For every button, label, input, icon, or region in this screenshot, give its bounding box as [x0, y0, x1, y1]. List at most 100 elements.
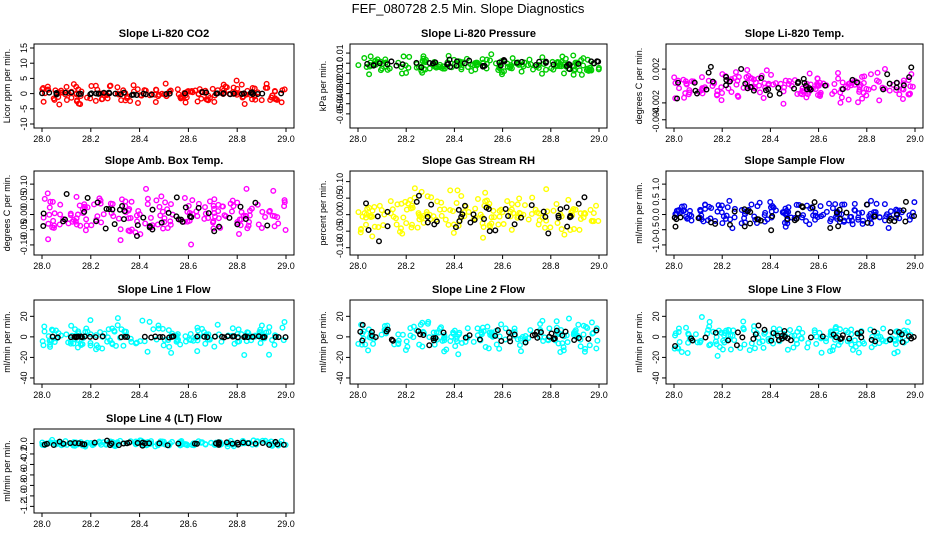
data-point	[235, 441, 242, 448]
data-point	[765, 86, 772, 93]
data-point	[563, 204, 570, 211]
data-point	[155, 322, 162, 329]
data-point	[259, 440, 266, 447]
data-point	[577, 210, 584, 217]
data-point	[255, 333, 262, 340]
x-tick-label: 29.0	[906, 390, 924, 400]
data-point	[570, 330, 577, 337]
data-point	[189, 197, 196, 204]
data-point	[547, 224, 554, 231]
x-tick-label: 28.4	[446, 261, 464, 271]
data-point	[83, 216, 90, 223]
data-point	[403, 206, 410, 213]
data-point	[545, 230, 552, 237]
data-point	[49, 436, 56, 443]
data-point	[557, 206, 564, 213]
data-point	[543, 66, 550, 73]
data-point	[175, 91, 182, 98]
data-point	[793, 201, 800, 208]
data-point	[902, 198, 909, 205]
data-point	[750, 335, 757, 342]
data-point	[415, 328, 422, 335]
data-point	[252, 440, 259, 447]
data-point	[499, 71, 506, 78]
data-point	[593, 345, 600, 352]
data-point	[199, 89, 206, 96]
x-tick-label: 28.6	[180, 134, 198, 144]
data-point	[744, 85, 751, 92]
data-point	[175, 216, 182, 223]
data-point	[404, 343, 411, 350]
data-point	[167, 218, 174, 225]
data-point	[121, 333, 128, 340]
data-point	[407, 332, 414, 339]
data-point	[801, 79, 808, 86]
data-point	[472, 205, 479, 212]
data-point	[476, 336, 483, 343]
data-point	[142, 220, 149, 227]
data-point	[212, 213, 219, 220]
y-tick-label: -0.05	[335, 221, 345, 242]
data-point	[492, 227, 499, 234]
data-point	[899, 339, 906, 346]
data-point	[109, 206, 116, 213]
data-point	[357, 226, 364, 233]
data-point	[87, 331, 94, 338]
y-tick-label: 0.10	[19, 175, 29, 193]
data-point	[511, 331, 518, 338]
data-point	[467, 219, 474, 226]
data-point	[84, 204, 91, 211]
y-tick-label: -0.03	[335, 83, 345, 104]
data-point	[275, 220, 282, 227]
data-point	[834, 70, 841, 77]
data-point	[201, 333, 208, 340]
panel-title: Slope Amb. Box Temp.	[105, 155, 224, 167]
data-point	[194, 337, 201, 344]
data-point	[203, 89, 210, 96]
data-point	[708, 219, 715, 226]
data-point	[856, 86, 863, 93]
data-point	[88, 82, 95, 89]
data-point	[714, 352, 721, 359]
data-point	[750, 76, 757, 83]
data-point	[845, 217, 852, 224]
data-point	[575, 321, 582, 328]
data-point	[245, 440, 252, 447]
data-point	[68, 94, 75, 101]
y-tick-label: 0.00	[335, 206, 345, 224]
data-point	[112, 90, 119, 97]
data-point	[466, 332, 473, 339]
data-point	[40, 223, 47, 230]
data-point	[672, 342, 679, 349]
data-point	[712, 329, 719, 336]
data-point	[228, 208, 235, 215]
data-point	[559, 332, 566, 339]
data-point	[907, 83, 914, 90]
data-point	[74, 344, 81, 351]
data-point	[811, 327, 818, 334]
data-point	[139, 439, 146, 446]
x-tick-label: 28.2	[82, 261, 100, 271]
data-point	[835, 223, 842, 230]
data-point	[355, 62, 362, 69]
data-point	[262, 213, 269, 220]
data-point	[161, 215, 168, 222]
data-point	[160, 225, 167, 232]
data-point	[819, 333, 826, 340]
data-point	[480, 234, 487, 241]
data-point	[204, 334, 211, 341]
data-point	[275, 334, 282, 341]
data-point	[678, 203, 685, 210]
data-point	[146, 318, 153, 325]
x-tick-label: 28.4	[762, 390, 780, 400]
data-point	[564, 223, 571, 230]
data-point	[893, 79, 900, 86]
data-point	[205, 210, 212, 217]
data-point	[731, 75, 738, 82]
data-point	[804, 344, 811, 351]
data-point	[558, 213, 565, 220]
data-point	[511, 325, 518, 332]
data-point	[125, 227, 132, 234]
data-point	[839, 86, 846, 93]
data-point	[384, 223, 391, 230]
